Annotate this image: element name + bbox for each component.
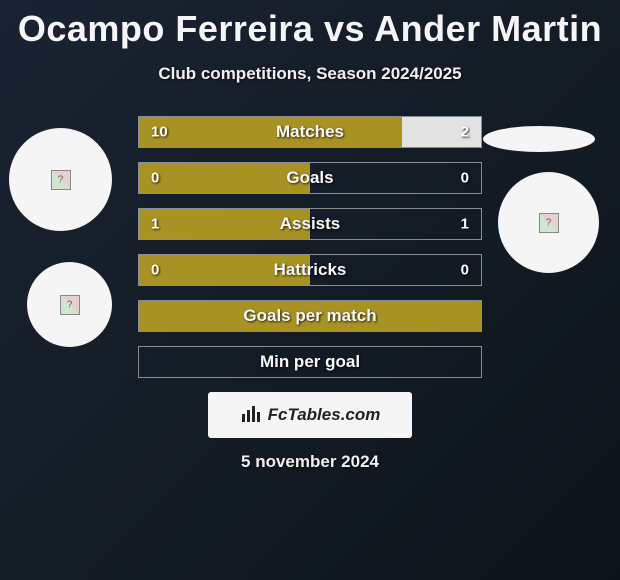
stat-bar-right-fill <box>402 117 481 147</box>
stat-bar-left-fill <box>139 209 310 239</box>
stat-bar-row: Goals00 <box>138 162 482 194</box>
decor-ellipse-3 <box>483 126 595 152</box>
page-title: Ocampo Ferreira vs Ander Martin <box>0 8 620 50</box>
footer-date: 5 november 2024 <box>0 452 620 472</box>
stat-bar-row: Hattricks00 <box>138 254 482 286</box>
stat-bar-left-fill <box>139 117 402 147</box>
chart-icon <box>240 402 262 429</box>
stat-bar-label: Min per goal <box>260 352 360 372</box>
stat-bars: Matches102 Goals00 Assists11 Hattricks00 Goa… <box>138 116 482 378</box>
decor-circle-2 <box>27 262 112 347</box>
broken-image-icon <box>60 295 80 315</box>
stat-bar-left-fill <box>139 255 310 285</box>
stat-bar-row: Assists11 <box>138 208 482 240</box>
stat-bar-row: Min per goal <box>138 346 482 378</box>
watermark-badge: FcTables.com <box>208 392 412 438</box>
decor-circle-4 <box>498 172 599 273</box>
stat-bar-right-value: 0 <box>461 170 469 187</box>
watermark-text: FcTables.com <box>268 405 381 425</box>
stat-bar-row: Matches102 <box>138 116 482 148</box>
broken-image-icon <box>51 170 71 190</box>
broken-image-icon <box>539 213 559 233</box>
page-subtitle: Club competitions, Season 2024/2025 <box>0 64 620 84</box>
stat-bar-left-fill <box>139 301 481 331</box>
stat-bar-right-value: 0 <box>461 262 469 279</box>
decor-circle-1 <box>9 128 112 231</box>
stat-bar-row: Goals per match <box>138 300 482 332</box>
stat-bar-right-value: 1 <box>461 216 469 233</box>
stat-bar-left-fill <box>139 163 310 193</box>
